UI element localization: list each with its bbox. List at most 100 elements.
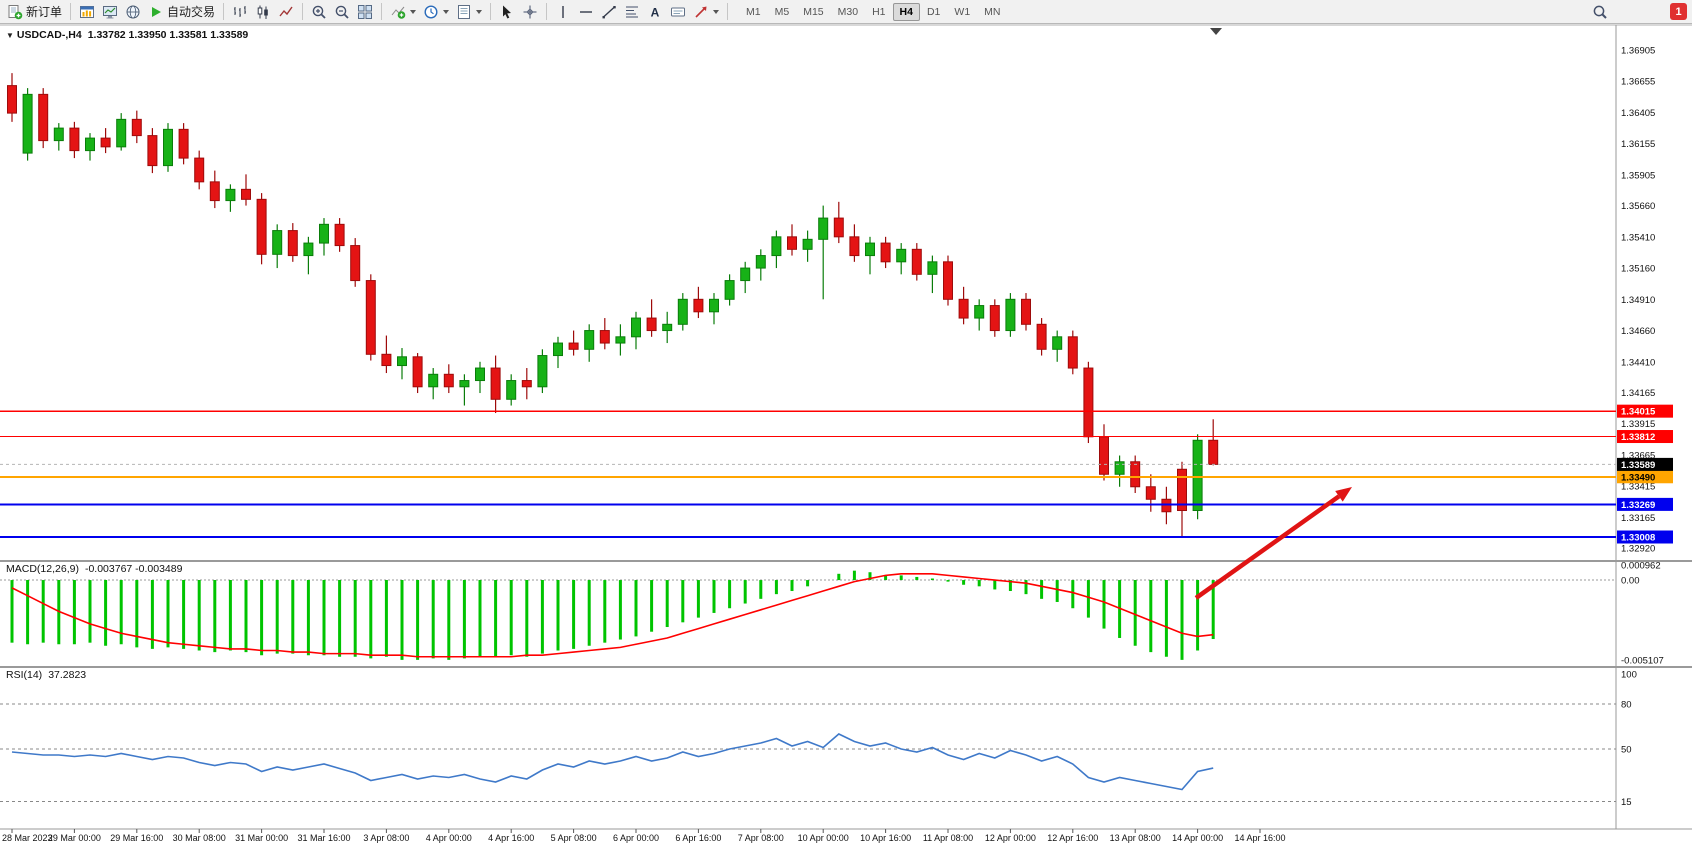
candle-body — [896, 248, 907, 263]
candle-body — [412, 356, 423, 388]
cursor-tool-button[interactable] — [496, 2, 518, 22]
candle-body — [1036, 323, 1047, 350]
rsi-axis-label: 15 — [1621, 797, 1632, 808]
rsi-axis-label: 80 — [1621, 700, 1632, 711]
bar-chart-mode-button[interactable] — [229, 2, 251, 22]
timeframe-button-M15[interactable]: M15 — [803, 5, 824, 18]
timeframe-button-M5[interactable]: M5 — [774, 5, 790, 18]
time-axis-label: 6 Apr 00:00 — [613, 833, 659, 843]
text-tool-button[interactable]: A — [644, 2, 666, 22]
toolbar-separator — [70, 3, 72, 20]
time-axis-label: 29 Mar 00:00 — [48, 833, 101, 843]
price-axis-label: 1.33415 — [1621, 482, 1655, 493]
level-price-badge-label: 1.33269 — [1621, 500, 1655, 511]
candle-body — [100, 137, 111, 148]
timeframe-button-D1[interactable]: D1 — [926, 5, 941, 18]
horizontal-line-tool-button[interactable] — [575, 2, 597, 22]
new-order-button[interactable]: 新订单 — [4, 2, 65, 22]
time-axis-label: 4 Apr 00:00 — [426, 833, 472, 843]
zoom-in-icon — [312, 5, 326, 19]
candle-body — [927, 261, 938, 275]
timeframe-button-W1[interactable]: W1 — [954, 5, 971, 18]
candle-body — [459, 380, 470, 388]
candle-body — [646, 317, 657, 332]
price-axis-label: 1.36155 — [1621, 139, 1655, 150]
macd-axis-label: 0.000962 — [1621, 561, 1661, 572]
play-icon — [152, 6, 162, 17]
candle-body — [1161, 498, 1172, 513]
indicators-button[interactable] — [387, 2, 419, 22]
periods-button[interactable] — [420, 2, 452, 22]
candle-body — [241, 188, 251, 200]
time-axis-label: 31 Mar 00:00 — [235, 833, 288, 843]
candle-body — [1052, 336, 1063, 350]
price-axis-label: 1.34910 — [1621, 295, 1655, 306]
timeframe-button-H1[interactable]: H1 — [872, 5, 886, 18]
candle-body — [911, 248, 922, 275]
candlestick-mode-button[interactable] — [252, 2, 274, 22]
auto-trading-label: 自动交易 — [167, 5, 216, 19]
auto-trading-button[interactable]: 自动交易 — [145, 2, 218, 22]
crosshair-tool-button[interactable] — [519, 2, 541, 22]
candle-body — [178, 128, 189, 159]
annotation-arrow[interactable] — [1194, 494, 1341, 600]
price-axis-label: 1.33165 — [1621, 513, 1655, 524]
price-axis-label: 1.35160 — [1621, 264, 1655, 275]
open-chart-button[interactable] — [76, 2, 98, 22]
price-axis-label: 1.34165 — [1621, 388, 1655, 399]
terminal-button[interactable] — [99, 2, 121, 22]
price-axis-label: 1.34410 — [1621, 357, 1655, 368]
candle-body — [1192, 439, 1203, 512]
zoom-in-button[interactable] — [308, 2, 330, 22]
line-chart-mode-button[interactable] — [275, 2, 297, 22]
time-axis-label: 3 Apr 08:00 — [363, 833, 409, 843]
rsi-label: RSI(14) — [6, 669, 43, 681]
symbol-dropdown-icon: ▼ — [6, 31, 14, 40]
candle-body — [163, 128, 173, 167]
annotation-arrow-head[interactable] — [1335, 487, 1352, 502]
search-button[interactable] — [1589, 2, 1611, 22]
line-chart-icon — [279, 6, 293, 16]
timeframe-button-M1[interactable]: M1 — [746, 5, 761, 18]
timeframe-button-M30[interactable]: M30 — [837, 5, 859, 18]
candle-body — [989, 305, 1000, 332]
candle-body — [303, 242, 314, 257]
trendline-tool-button[interactable] — [598, 2, 620, 22]
price-axis-label: 1.36405 — [1621, 108, 1655, 119]
arrows-caret-icon — [713, 9, 720, 14]
macd-axis-label: 0.00 — [1621, 576, 1640, 587]
candle-body — [287, 230, 298, 257]
svg-text:A: A — [651, 5, 660, 19]
arrows-tool-button[interactable] — [690, 2, 722, 22]
rsi-axis-label: 50 — [1621, 745, 1632, 756]
tile-windows-icon — [358, 4, 373, 19]
time-axis-label: 6 Apr 16:00 — [675, 833, 721, 843]
candle-body — [662, 323, 673, 332]
zoom-out-button[interactable] — [331, 2, 353, 22]
timeframe-button-H4[interactable]: H4 — [892, 2, 920, 21]
timeframe-button-MN[interactable]: MN — [984, 5, 1001, 18]
vertical-line-tool-button[interactable] — [552, 2, 574, 22]
candle-body — [974, 305, 985, 319]
fibonacci-tool-button[interactable] — [621, 2, 643, 22]
notification-badge[interactable]: 1 — [1670, 3, 1687, 20]
toolbar-separator — [302, 3, 304, 20]
tile-windows-button[interactable] — [354, 2, 376, 22]
level-price-badge — [1617, 497, 1673, 511]
community-button[interactable] — [122, 2, 144, 22]
crosshair-icon — [523, 5, 537, 18]
chart-shift-marker[interactable] — [1210, 28, 1222, 35]
text-label-tool-button[interactable] — [667, 2, 689, 22]
candle-body — [1145, 486, 1156, 500]
candle-body — [631, 317, 641, 338]
candle-body — [833, 217, 844, 238]
templates-caret-icon — [476, 9, 483, 14]
candle-body — [397, 356, 407, 367]
templates-button[interactable] — [453, 2, 485, 22]
ohlc-bars-icon — [234, 5, 247, 17]
ohlc-values: 1.33782 1.33950 1.33581 1.33589 — [87, 29, 249, 41]
candle-body — [490, 367, 501, 400]
rsi-value: 37.2823 — [48, 669, 87, 681]
